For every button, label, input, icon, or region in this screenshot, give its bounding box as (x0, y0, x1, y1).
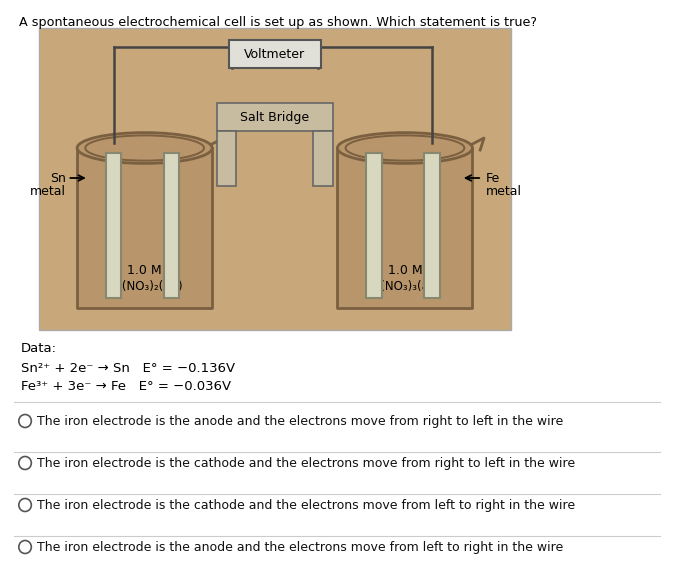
Text: The iron electrode is the anode and the electrons move from right to left in the: The iron electrode is the anode and the … (36, 414, 563, 428)
Text: Fe: Fe (486, 172, 500, 185)
Text: Voltmeter: Voltmeter (244, 48, 305, 60)
Text: 1.0 M: 1.0 M (127, 264, 162, 277)
FancyBboxPatch shape (38, 28, 511, 330)
FancyBboxPatch shape (217, 131, 236, 186)
Text: Sn(NO₃)₂(aq): Sn(NO₃)₂(aq) (107, 279, 183, 292)
Text: metal: metal (486, 185, 522, 198)
Text: Salt Bridge: Salt Bridge (240, 110, 309, 124)
FancyBboxPatch shape (77, 148, 212, 308)
Text: The iron electrode is the anode and the electrons move from left to right in the: The iron electrode is the anode and the … (36, 540, 563, 554)
Text: 1.0 M: 1.0 M (388, 264, 422, 277)
Ellipse shape (337, 132, 472, 163)
FancyBboxPatch shape (164, 153, 179, 298)
Text: Sn: Sn (50, 172, 66, 185)
Text: The iron electrode is the cathode and the electrons move from left to right in t: The iron electrode is the cathode and th… (36, 498, 575, 511)
Text: Fe(NO₃)₃(aq): Fe(NO₃)₃(aq) (368, 279, 442, 292)
Text: Fe³⁺ + 3e⁻ → Fe   E° = −0.036V: Fe³⁺ + 3e⁻ → Fe E° = −0.036V (21, 380, 231, 393)
Ellipse shape (77, 132, 212, 163)
FancyBboxPatch shape (106, 153, 122, 298)
Text: Data:: Data: (21, 342, 57, 355)
FancyBboxPatch shape (424, 153, 440, 298)
FancyBboxPatch shape (229, 40, 321, 68)
FancyBboxPatch shape (217, 103, 332, 131)
FancyBboxPatch shape (366, 153, 382, 298)
Text: The iron electrode is the cathode and the electrons move from right to left in t: The iron electrode is the cathode and th… (36, 457, 575, 469)
Text: metal: metal (29, 185, 66, 198)
FancyBboxPatch shape (314, 131, 332, 186)
Text: Sn²⁺ + 2e⁻ → Sn   E° = −0.136V: Sn²⁺ + 2e⁻ → Sn E° = −0.136V (21, 362, 235, 375)
FancyBboxPatch shape (337, 148, 472, 308)
Text: A spontaneous electrochemical cell is set up as shown. Which statement is true?: A spontaneous electrochemical cell is se… (20, 16, 538, 29)
